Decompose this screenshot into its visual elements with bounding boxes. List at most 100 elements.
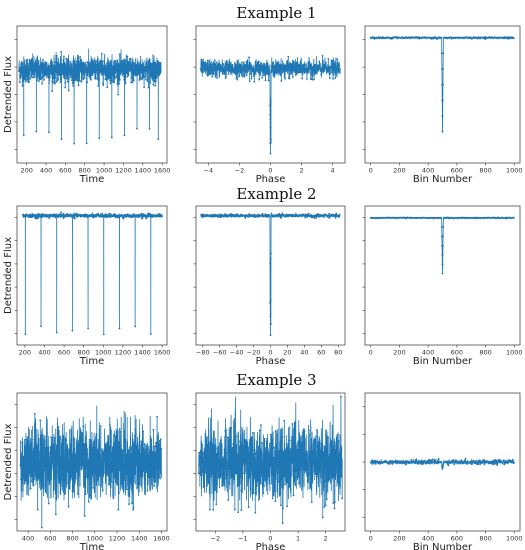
data-point — [414, 460, 417, 463]
data-point — [105, 72, 108, 74]
data-point — [63, 493, 66, 495]
data-point — [102, 333, 105, 336]
data-point — [282, 507, 284, 510]
data-point — [280, 478, 283, 480]
x-tick-label: 1000 — [506, 167, 523, 175]
data-point — [132, 439, 134, 441]
data-point — [147, 86, 150, 89]
data-point — [61, 470, 64, 473]
data-point — [46, 70, 49, 72]
x-axis-label: Phase — [256, 174, 286, 185]
data-point — [512, 37, 515, 40]
data-point — [90, 58, 93, 61]
data-point — [124, 450, 126, 453]
data-point — [26, 59, 29, 62]
data-point — [127, 450, 130, 452]
data-point — [156, 415, 159, 418]
x-axis-label: Time — [79, 542, 104, 550]
data-point — [263, 69, 266, 72]
data-point — [100, 52, 103, 55]
data-point — [432, 460, 435, 463]
data-point — [442, 226, 445, 229]
data-point — [115, 69, 118, 71]
data-point — [18, 70, 20, 73]
data-point — [147, 212, 150, 215]
data-point — [92, 68, 94, 71]
data-point — [153, 485, 155, 487]
data-point — [247, 216, 250, 218]
data-point — [241, 70, 244, 73]
series-line — [19, 405, 162, 528]
data-point — [33, 412, 36, 415]
data-point — [126, 464, 129, 466]
data-point — [37, 454, 40, 457]
data-point — [259, 71, 261, 74]
data-point — [135, 433, 137, 435]
data-point — [269, 113, 272, 116]
data-point — [231, 68, 234, 71]
data-point — [99, 467, 102, 470]
x-tick-label: 1000 — [506, 349, 523, 357]
data-point — [130, 81, 133, 84]
data-point — [500, 461, 503, 464]
data-point — [39, 419, 42, 422]
data-point — [90, 78, 92, 81]
subplot: 400 600 800 1000 1200 1400 1600 Time — [14, 392, 170, 550]
data-point — [209, 508, 211, 511]
data-point — [206, 469, 209, 472]
data-point — [320, 442, 323, 445]
data-point — [299, 436, 302, 439]
data-point — [78, 77, 81, 79]
data-point — [284, 70, 287, 73]
x-tick-label: 1600 — [154, 167, 171, 175]
data-point — [155, 466, 158, 469]
data-point — [201, 213, 204, 216]
data-point — [93, 71, 96, 74]
data-point — [210, 473, 213, 475]
data-point — [92, 61, 95, 63]
data-point — [322, 59, 325, 62]
data-point — [375, 462, 377, 465]
data-point — [212, 73, 215, 75]
data-point — [279, 454, 281, 457]
data-point — [145, 75, 147, 78]
data-point — [325, 466, 328, 468]
data-point — [108, 75, 111, 78]
data-point — [493, 463, 496, 465]
data-point — [201, 58, 203, 61]
data-point — [235, 446, 238, 449]
x-tick-label: 40 — [300, 349, 308, 357]
data-point — [305, 64, 308, 67]
data-point — [406, 460, 409, 463]
x-tick-label: 600 — [451, 535, 463, 543]
data-point — [118, 53, 121, 56]
data-point — [25, 75, 28, 78]
data-point — [130, 66, 133, 69]
data-point — [155, 77, 158, 79]
data-point — [417, 462, 419, 465]
data-point — [484, 36, 487, 38]
data-point — [335, 71, 338, 74]
data-point — [328, 77, 331, 79]
data-point — [83, 443, 86, 446]
data-point — [442, 235, 444, 238]
data-point — [72, 490, 75, 493]
data-point — [37, 65, 40, 67]
data-point — [85, 142, 88, 145]
data-point — [141, 214, 144, 217]
data-point — [73, 142, 75, 145]
data-point — [202, 71, 205, 73]
data-point — [223, 215, 226, 218]
data-point — [83, 515, 86, 517]
data-point — [122, 62, 125, 65]
data-point — [269, 323, 272, 326]
data-point — [296, 449, 299, 452]
data-point — [98, 61, 101, 63]
data-point — [281, 212, 284, 215]
data-point — [60, 50, 63, 53]
data-point — [53, 459, 56, 461]
data-point — [300, 62, 303, 65]
data-point — [90, 69, 93, 72]
data-point — [158, 61, 161, 64]
data-point — [205, 69, 208, 71]
